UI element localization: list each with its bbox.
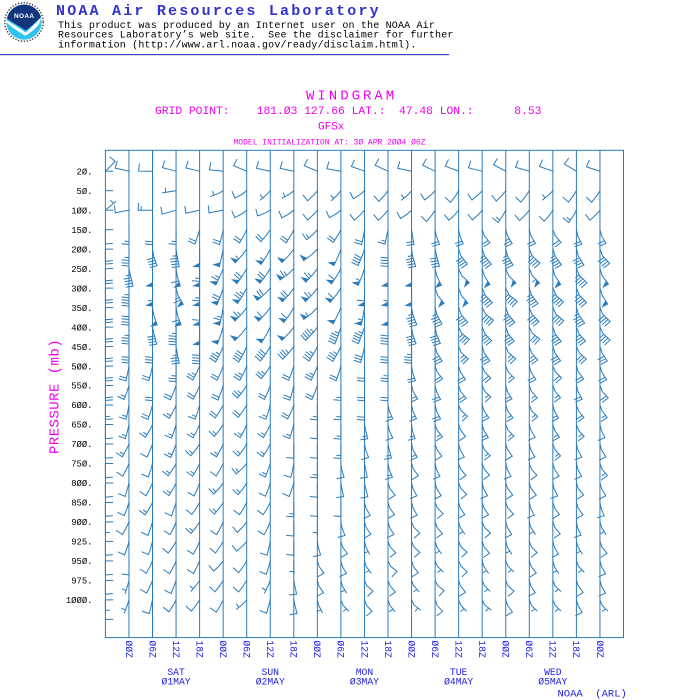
svg-text:Ø1MAY: Ø1MAY — [162, 676, 191, 687]
svg-text:ØØZ: ØØZ — [217, 640, 228, 658]
svg-text:SAT: SAT — [167, 667, 185, 678]
svg-text:925.: 925. — [71, 538, 92, 548]
svg-text:4ØØ.: 4ØØ. — [71, 323, 92, 333]
svg-text:Ø3MAY: Ø3MAY — [350, 676, 379, 687]
svg-text:ØØZ: ØØZ — [405, 640, 416, 658]
svg-text:NOAA Air Resources Laboratory: NOAA Air Resources Laboratory — [56, 3, 381, 20]
svg-text:18Z: 18Z — [382, 640, 393, 658]
svg-text:Ø6Z: Ø6Z — [146, 640, 157, 658]
svg-text:ØØZ: ØØZ — [123, 640, 134, 658]
svg-text:Ø6Z: Ø6Z — [241, 640, 252, 658]
svg-text:65Ø.: 65Ø. — [71, 421, 92, 431]
svg-text:45Ø.: 45Ø. — [71, 343, 92, 353]
svg-text:Ø6Z: Ø6Z — [429, 640, 440, 658]
svg-text:ØØZ: ØØZ — [500, 640, 511, 658]
svg-text:WINDGRAM: WINDGRAM — [306, 89, 397, 105]
svg-text:GFSx: GFSx — [318, 121, 345, 133]
svg-text:This product was produced by a: This product was produced by an Internet… — [58, 20, 435, 32]
svg-text:Resources Laboratory’s web sit: Resources Laboratory’s web site. See the… — [58, 30, 454, 42]
svg-text:2ØØ.: 2ØØ. — [71, 245, 92, 255]
svg-text:1ØØØ.: 1ØØØ. — [66, 596, 93, 606]
svg-text:18Z: 18Z — [288, 640, 299, 658]
svg-text:GRID POINT: 181.Ø3 127.66 L: GRID POINT: 181.Ø3 127.66 LAT.: 47.48 LO… — [155, 106, 542, 118]
svg-text:75Ø.: 75Ø. — [71, 460, 92, 470]
svg-text:12Z: 12Z — [170, 640, 181, 658]
svg-text:3ØØ.: 3ØØ. — [71, 284, 92, 294]
svg-text:8ØØ.: 8ØØ. — [71, 479, 92, 489]
svg-text:5Ø.: 5Ø. — [77, 187, 93, 197]
svg-text:7ØØ.: 7ØØ. — [71, 440, 92, 450]
svg-text:MON: MON — [356, 667, 374, 678]
svg-text:12Z: 12Z — [452, 640, 463, 658]
svg-text:975.: 975. — [71, 577, 92, 587]
svg-text:5ØØ.: 5ØØ. — [71, 362, 92, 372]
svg-text:12Z: 12Z — [547, 640, 558, 658]
svg-text:18Z: 18Z — [476, 640, 487, 658]
svg-text:6ØØ.: 6ØØ. — [71, 401, 92, 411]
svg-text:25Ø.: 25Ø. — [71, 265, 92, 275]
svg-text:TUE: TUE — [450, 667, 468, 678]
svg-text:ØØZ: ØØZ — [311, 640, 322, 658]
svg-text:SUN: SUN — [262, 667, 280, 678]
svg-text:MODEL INITIALIZATION AT: 3Ø AP: MODEL INITIALIZATION AT: 3Ø APR 2ØØ4 Ø6Z — [234, 138, 426, 147]
svg-text:18Z: 18Z — [193, 640, 204, 658]
svg-text:12Z: 12Z — [264, 640, 275, 658]
svg-text:Ø4MAY: Ø4MAY — [444, 676, 473, 687]
svg-text:12Z: 12Z — [358, 640, 369, 658]
svg-text:95Ø.: 95Ø. — [71, 557, 92, 567]
svg-text:18Z: 18Z — [570, 640, 581, 658]
svg-text:WED: WED — [544, 667, 562, 678]
svg-text:Ø2MAY: Ø2MAY — [256, 676, 285, 687]
svg-text:NOAA: NOAA — [14, 13, 34, 20]
svg-text:Ø6Z: Ø6Z — [335, 640, 346, 658]
svg-text:2Ø.: 2Ø. — [77, 167, 93, 177]
svg-text:NOAA (ARL): NOAA (ARL) — [558, 689, 627, 700]
svg-text:Ø5MAY: Ø5MAY — [538, 676, 567, 687]
svg-text:15Ø.: 15Ø. — [71, 226, 92, 236]
svg-text:35Ø.: 35Ø. — [71, 304, 92, 314]
svg-text:ØØZ: ØØZ — [594, 640, 605, 658]
svg-text:9ØØ.: 9ØØ. — [71, 518, 92, 528]
svg-text:Ø6Z: Ø6Z — [523, 640, 534, 658]
svg-text:85Ø.: 85Ø. — [71, 499, 92, 509]
svg-text:55Ø.: 55Ø. — [71, 382, 92, 392]
svg-text:1ØØ.: 1ØØ. — [71, 206, 92, 216]
svg-text:information (http://www.arl.no: information (http://www.arl.noaa.gov/rea… — [58, 39, 417, 51]
svg-text:PRESSURE (mb): PRESSURE (mb) — [48, 339, 64, 454]
